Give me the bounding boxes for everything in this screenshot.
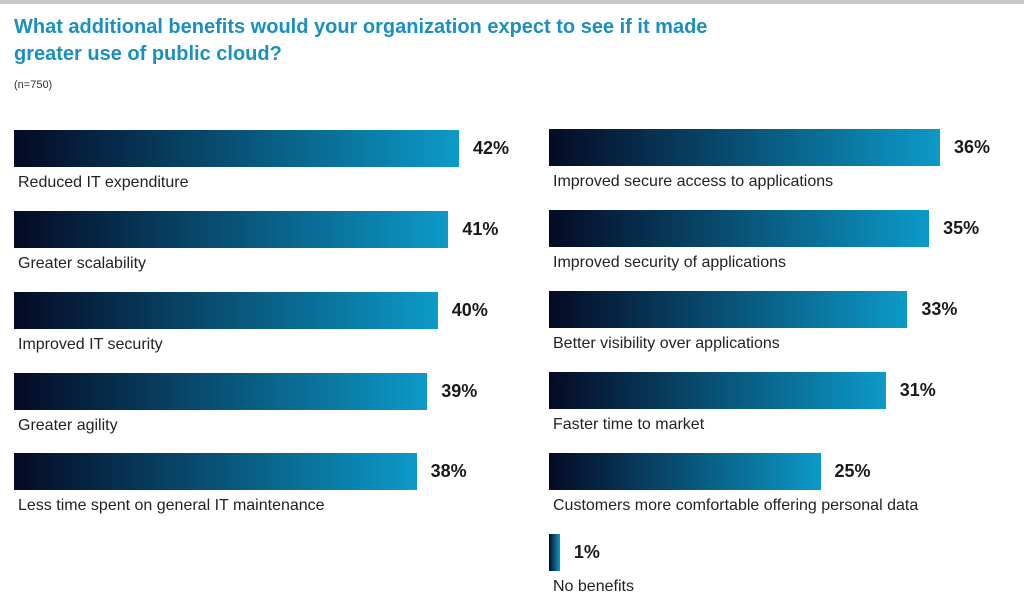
category-label: Reduced IT expenditure	[18, 174, 189, 191]
category-label: Customers more comfortable offering pers…	[553, 497, 919, 514]
data-label: 1%	[573, 542, 600, 562]
category-label: Greater scalability	[18, 255, 147, 272]
data-label: 41%	[462, 219, 499, 239]
bar	[549, 129, 940, 166]
chart-subtitle: (n=750)	[14, 79, 53, 91]
bar	[549, 453, 821, 490]
bar	[14, 130, 459, 167]
bar	[14, 292, 438, 329]
bar	[549, 372, 886, 409]
category-label: Improved secure access to applications	[553, 173, 834, 190]
category-label: Faster time to market	[553, 416, 705, 433]
data-label: 35%	[943, 218, 980, 238]
data-label: 25%	[834, 461, 871, 481]
data-label: 33%	[921, 299, 958, 319]
data-label: 36%	[954, 137, 991, 157]
bar	[14, 211, 449, 248]
top-rule	[0, 0, 1024, 4]
category-label: Better visibility over applications	[553, 335, 780, 352]
category-label: Less time spent on general IT maintenanc…	[18, 497, 325, 514]
data-label: 38%	[430, 461, 467, 481]
bar	[14, 453, 417, 490]
chart-title: What additional benefits would your orga…	[14, 16, 708, 65]
data-label: 40%	[451, 300, 488, 320]
data-label: 39%	[441, 381, 478, 401]
category-label: Improved security of applications	[553, 254, 786, 271]
category-label: Greater agility	[18, 417, 118, 434]
category-label: No benefits	[553, 578, 634, 595]
category-label: Improved IT security	[18, 336, 163, 353]
bar	[549, 210, 930, 247]
bar	[14, 373, 428, 410]
data-label: 42%	[473, 138, 510, 158]
data-label: 31%	[899, 380, 936, 400]
bar	[549, 291, 908, 328]
bar	[549, 534, 560, 571]
